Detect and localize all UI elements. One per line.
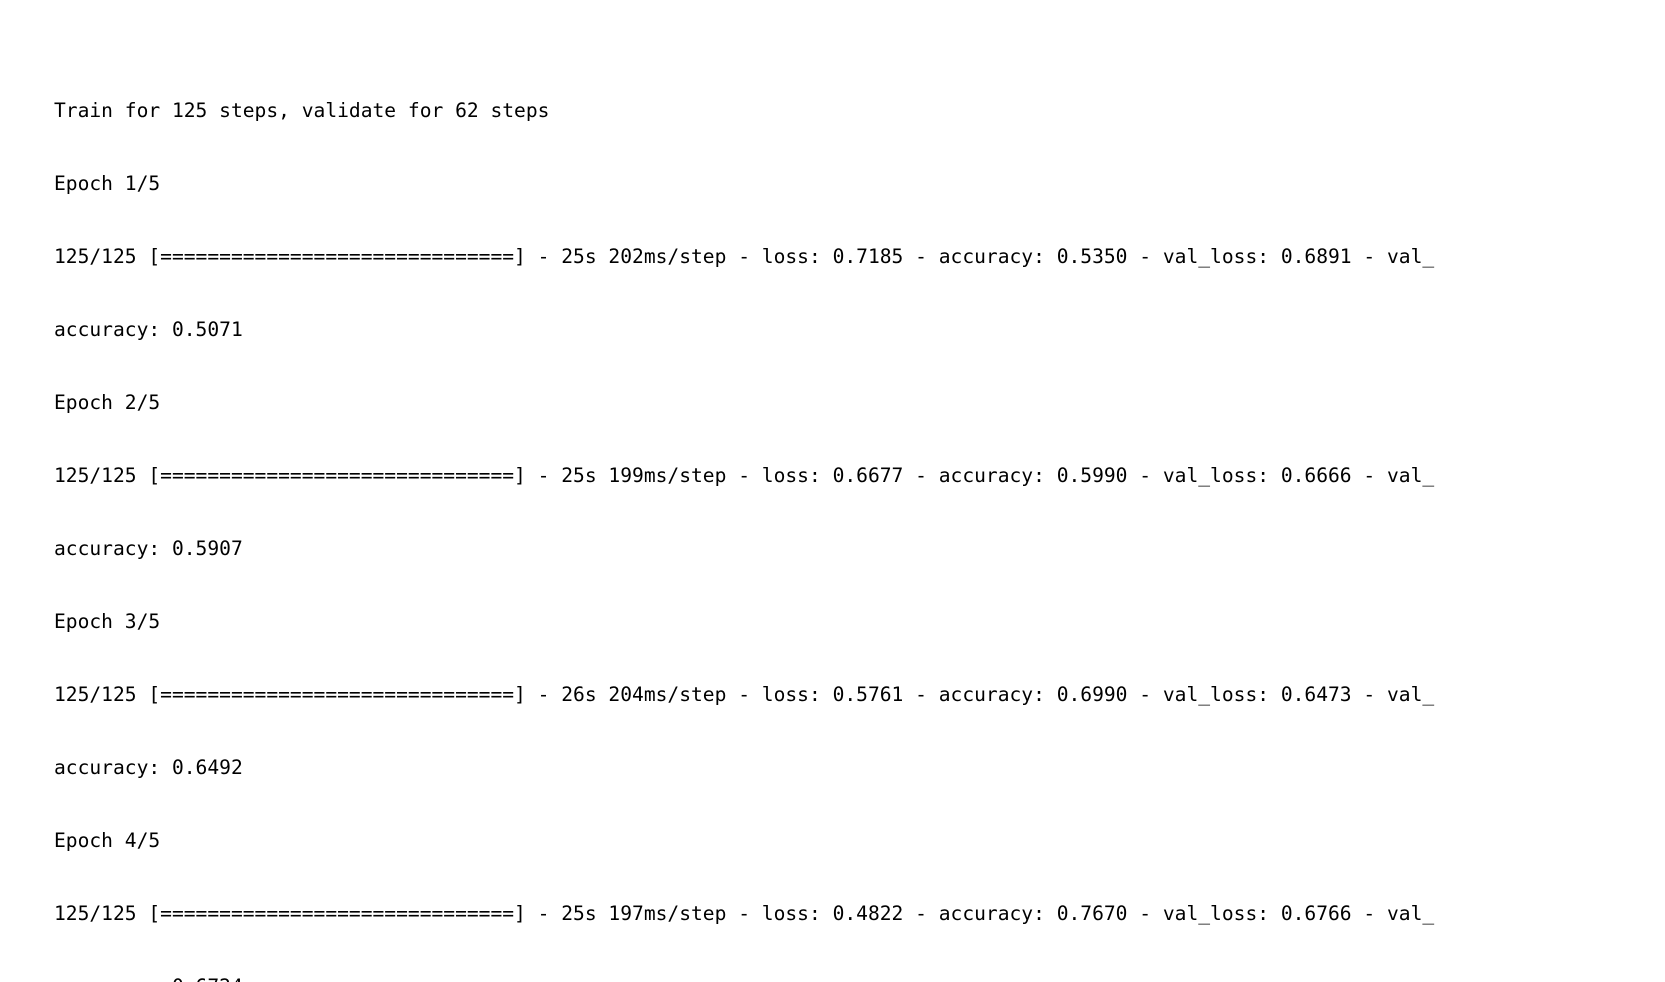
progress-line: 125/125 [==============================]… [54, 683, 1435, 706]
training-log: Train for 125 steps, validate for 62 ste… [54, 51, 1654, 982]
progress-line-wrap: accuracy: 0.6724 [54, 973, 1654, 982]
epoch-line: Epoch 4/5 [54, 829, 161, 852]
progress-line-wrap: accuracy: 0.6492 [54, 756, 243, 779]
cell-output: Train for 125 steps, validate for 62 ste… [54, 5, 1654, 982]
epoch-line: Epoch 3/5 [54, 610, 161, 633]
progress-line: 125/125 [==============================]… [54, 902, 1435, 925]
log-header-line: Train for 125 steps, validate for 62 ste… [54, 99, 550, 122]
progress-line-wrap: accuracy: 0.5907 [54, 537, 243, 560]
progress-line-wrap: accuracy: 0.5071 [54, 318, 243, 341]
epoch-line: Epoch 1/5 [54, 172, 161, 195]
progress-line: 125/125 [==============================]… [54, 464, 1435, 487]
epoch-line: Epoch 2/5 [54, 391, 161, 414]
progress-line: 125/125 [==============================]… [54, 245, 1435, 268]
